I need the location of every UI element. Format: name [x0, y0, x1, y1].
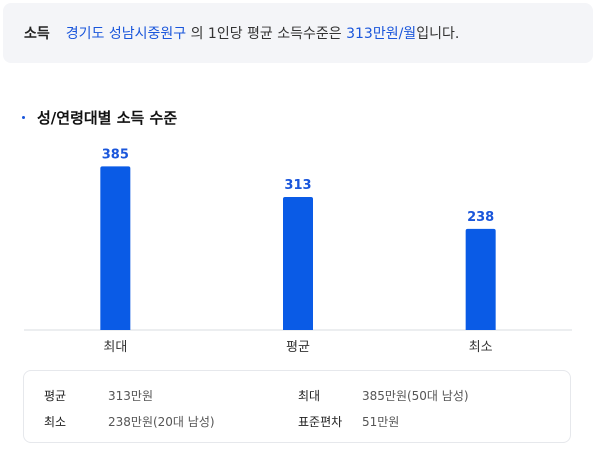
stats-table: 평균 313만원 최대 385만원(50대 남성) 최소 238만원(20대 남… — [23, 370, 571, 443]
section-title: 성/연령대별 소득 수준 — [22, 107, 177, 128]
bar-1 — [283, 196, 313, 330]
stat-min-value: 238만원(20대 남성) — [108, 415, 215, 429]
stat-average-value: 313만원 — [108, 389, 153, 403]
bar-0 — [100, 166, 131, 330]
summary-tag: 소득 — [24, 26, 50, 42]
category-label-0: 최대 — [103, 340, 127, 355]
income-bar-chart: 385 최대 313 평균 238 최소 — [24, 147, 572, 355]
stat-min: 최소 238만원(20대 남성) — [44, 413, 215, 430]
bar-value-label-2: 238 — [467, 210, 494, 225]
income-summary-banner: 소득 경기도 성남시중원구 의 1인당 평균 소득수준은 313만원/월 입니다… — [3, 3, 593, 63]
summary-text-2: 입니다. — [416, 26, 460, 42]
summary-region: 경기도 성남시중원구 — [65, 26, 187, 42]
bar-value-label-0: 385 — [102, 147, 129, 162]
stat-average: 평균 313만원 — [44, 387, 153, 404]
category-label-1: 평균 — [286, 340, 310, 355]
section-title-text: 성/연령대별 소득 수준 — [37, 109, 178, 127]
bar-2 — [465, 228, 496, 330]
summary-value: 313만원/월 — [346, 26, 417, 42]
stat-average-label: 평균 — [44, 389, 67, 403]
stat-std: 표준편차 51만원 — [298, 413, 399, 430]
stat-min-label: 최소 — [44, 415, 67, 429]
bullet-icon — [22, 116, 25, 119]
stat-std-value: 51만원 — [362, 415, 400, 429]
stat-max-label: 최대 — [298, 389, 321, 403]
stat-max: 최대 385만원(50대 남성) — [298, 387, 469, 404]
bar-value-label-1: 313 — [284, 178, 311, 193]
category-label-2: 최소 — [469, 340, 493, 355]
stat-std-label: 표준편차 — [298, 415, 343, 429]
stat-max-value: 385만원(50대 남성) — [362, 389, 469, 403]
summary-text-1: 의 1인당 평균 소득수준은 — [186, 26, 347, 42]
